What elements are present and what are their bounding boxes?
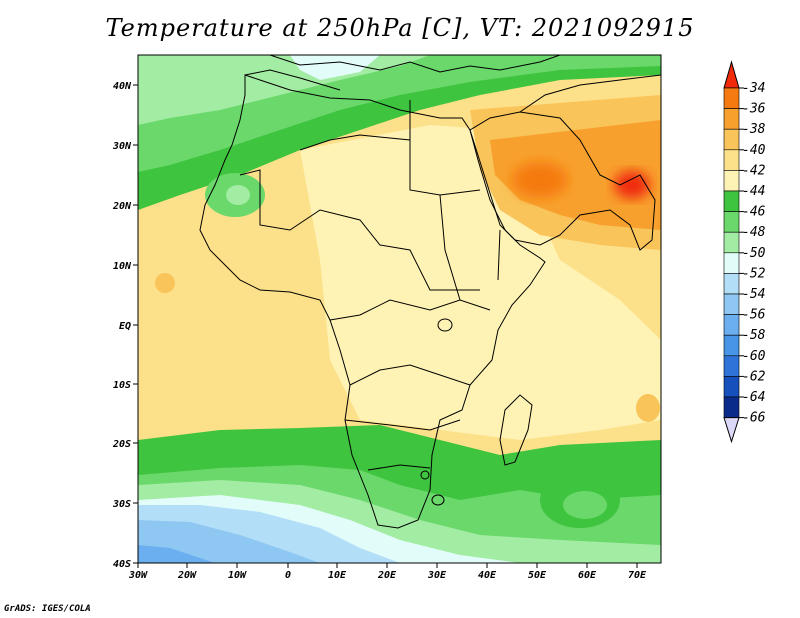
lat-label: 10S [113, 380, 131, 391]
lat-label: 20N [112, 201, 132, 212]
lon-label: 70E [628, 570, 647, 581]
colorbar-swatch [723, 108, 740, 130]
colorbar-swatch [723, 170, 740, 192]
lat-label: 30S [112, 499, 131, 510]
axis-ticks [133, 84, 638, 568]
map-frame [137, 54, 662, 564]
lat-label: 40N [113, 81, 132, 92]
colorbar-label: -64 [742, 390, 765, 405]
colorbar-label: -38 [742, 122, 766, 137]
colorbar-swatch [723, 355, 740, 377]
colorbar-swatch [723, 293, 740, 315]
colorbar-swatch [723, 231, 740, 254]
colorbar-label: -54 [742, 287, 765, 302]
colorbar-swatch [723, 334, 740, 357]
colorbar-label: -52 [742, 266, 766, 281]
lon-label: 20W [177, 570, 197, 581]
colorbar-bottom-arrow [723, 417, 740, 444]
lat-label: EQ [119, 321, 131, 332]
colorbar-label: -36 [742, 102, 766, 117]
longitude-labels: 30W 20W 10W 0 10E 20E 30E 40E 50E 60E 70… [128, 570, 647, 581]
lon-label: 60E [578, 570, 597, 581]
lat-label: 10N [113, 261, 132, 272]
colorbar-label: -34 [742, 81, 765, 96]
colorbar-label: -44 [742, 184, 765, 199]
lat-label: 30N [112, 141, 132, 152]
colorbar-swatch [723, 396, 740, 418]
colorbar-label: -56 [742, 308, 766, 323]
colorbar-label: -48 [742, 225, 766, 240]
colorbar-swatch [723, 149, 740, 171]
colorbar-swatch [723, 252, 740, 274]
colorbar: -34 -36 -38 -40 -42 -44 -46 -48 -50 -52 -54 -56 -58 -… [723, 60, 766, 444]
temperature-field [138, 55, 661, 563]
colorbar-label: -50 [742, 246, 766, 261]
lon-label: 50E [528, 570, 547, 581]
lon-label: 10W [228, 570, 247, 581]
colorbar-top-arrow [723, 60, 740, 89]
lon-label: 40E [478, 570, 497, 581]
lat-label: 20S [112, 439, 131, 450]
colorbar-swatch [723, 190, 740, 212]
map-title: Temperature at 250hPa [C], VT: 202109291… [105, 14, 695, 42]
lat-label: 40S [113, 559, 131, 570]
colorbar-swatch [723, 87, 740, 109]
colorbar-label: -62 [742, 369, 766, 384]
colorbar-swatch [723, 273, 740, 295]
lon-label: 0 [285, 570, 291, 581]
coastlines [199, 55, 661, 529]
colorbar-swatch [723, 211, 740, 233]
colorbar-label: -60 [742, 349, 766, 364]
credit-text: GrADS: IGES/COLA [4, 604, 91, 614]
latitude-labels: 40N 30N 20N 10N EQ 10S 20S 30S 40S [112, 81, 132, 570]
colorbar-swatch [723, 314, 740, 336]
lon-label: 30W [128, 570, 148, 581]
colorbar-label: -66 [742, 411, 766, 426]
lon-label: 30E [427, 570, 447, 581]
colorbar-label: -42 [742, 163, 766, 178]
colorbar-label: -46 [742, 205, 766, 220]
colorbar-swatch [723, 128, 740, 151]
lon-label: 10E [328, 570, 347, 581]
colorbar-swatch [723, 376, 740, 398]
lon-label: 20E [377, 570, 397, 581]
colorbar-label: -58 [742, 328, 766, 343]
colorbar-label: -40 [742, 143, 766, 158]
